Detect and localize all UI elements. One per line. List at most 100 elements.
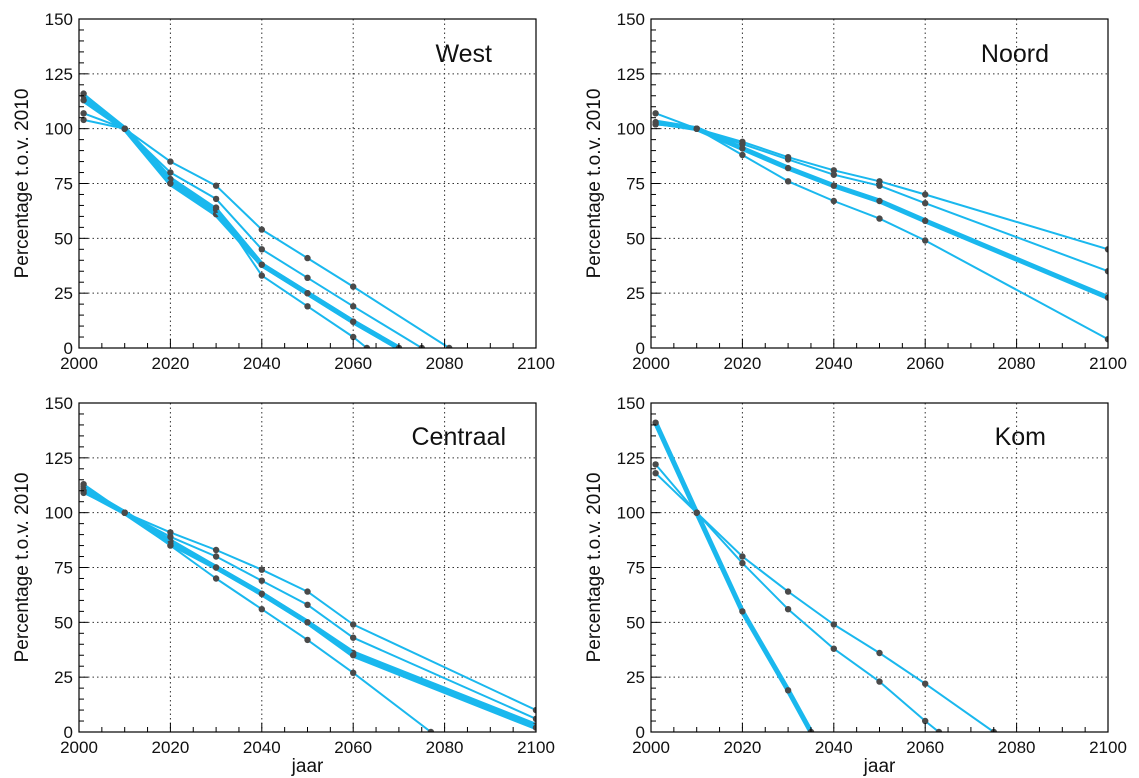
data-point [350, 621, 357, 628]
x-tick-label: 2100 [517, 738, 555, 757]
data-point [1104, 246, 1108, 253]
x-tick-label: 2020 [723, 738, 761, 757]
axes-frame [78, 18, 537, 349]
data-point [304, 254, 311, 262]
panel-title: West [436, 40, 493, 68]
data-point [784, 687, 792, 694]
data-point [304, 274, 311, 281]
series-line [82, 92, 368, 348]
data-point [350, 634, 357, 641]
y-tick-label: 50 [626, 613, 645, 632]
y-tick-label: 125 [45, 449, 73, 468]
series-line [654, 123, 1108, 273]
series-lines [652, 110, 1108, 343]
x-tick-label: 2060 [334, 354, 372, 373]
data-point [532, 724, 536, 731]
data-point [446, 344, 453, 348]
series-lines [80, 90, 453, 348]
panel-kom: 2000 2020 2040 2060 2080 2100 0 25 50 75 100 125 15… [584, 394, 1127, 777]
x-tick-label: 2080 [998, 354, 1036, 373]
x-tick-label: 2020 [151, 738, 189, 757]
data-point [304, 619, 311, 626]
series-line [654, 463, 940, 732]
data-point [922, 217, 929, 224]
data-point [304, 290, 311, 297]
data-point [258, 261, 265, 268]
y-tick-label: 75 [626, 559, 645, 578]
y-tick-label: 50 [54, 229, 73, 248]
data-point [258, 272, 265, 279]
y-tick-label: 50 [54, 613, 73, 632]
x-tick-label: 2060 [906, 354, 944, 373]
data-point [784, 164, 792, 172]
data-point [212, 553, 220, 560]
data-point [784, 178, 792, 185]
x-axis-title: jaar [863, 756, 896, 777]
data-point [830, 621, 837, 628]
data-point [830, 197, 837, 205]
x-tick-label: 2040 [243, 354, 281, 373]
data-point [532, 715, 536, 722]
y-tick-label: 150 [617, 394, 645, 413]
data-point [1104, 294, 1108, 301]
y-tick-label: 100 [45, 504, 73, 523]
data-point [167, 169, 174, 176]
data-point [830, 171, 837, 178]
data-point [121, 509, 128, 516]
x-tick-label: 2080 [426, 354, 464, 373]
y-tick-label: 75 [54, 175, 73, 194]
data-point [876, 178, 883, 185]
data-point [258, 606, 265, 613]
axes-frame [78, 402, 537, 733]
data-point [739, 140, 746, 148]
series-line [653, 420, 814, 732]
x-tick-label: 2060 [906, 738, 944, 757]
x-tick-label: 2100 [1089, 738, 1127, 757]
panel-centraal: 2000 2020 2040 2060 2080 2100 0 25 50 75 100 125 15… [12, 394, 555, 777]
series-line [653, 119, 1108, 301]
data-point [784, 606, 792, 613]
data-point [167, 533, 174, 540]
data-point [784, 156, 792, 163]
x-axis-title: jaar [291, 756, 324, 777]
data-point [1104, 336, 1108, 343]
y-tick-label: 150 [45, 10, 73, 29]
data-point [80, 110, 87, 117]
data-point [167, 158, 174, 165]
data-point [876, 678, 883, 685]
x-tick-label: 2040 [815, 738, 853, 757]
panel-title: Noord [981, 40, 1049, 68]
data-point [1104, 268, 1108, 275]
x-tick-labels: 2000 2020 2040 2060 2080 2100 [632, 354, 1127, 373]
series-line [82, 485, 536, 720]
data-point [350, 333, 357, 341]
data-point [258, 246, 265, 253]
y-tick-label: 0 [64, 723, 73, 742]
data-point [304, 303, 311, 310]
axes-frame [650, 402, 1109, 733]
data-point [739, 553, 746, 560]
x-tick-label: 2000 [632, 354, 670, 373]
panel-west: 2000 2020 2040 2060 2080 2100 0 25 50 75 100 125 15… [12, 10, 555, 373]
data-point [212, 575, 220, 582]
series-lines [652, 419, 997, 732]
y-tick-label: 0 [636, 339, 645, 358]
x-tick-label: 2040 [243, 738, 281, 757]
y-tick-label: 25 [626, 284, 645, 303]
data-point [80, 90, 87, 97]
y-tick-label: 75 [626, 175, 645, 194]
data-point [258, 226, 265, 233]
data-point [212, 195, 220, 203]
data-point [830, 182, 837, 189]
data-point [80, 489, 87, 497]
y-tick-label: 150 [617, 10, 645, 29]
data-point [922, 717, 929, 725]
y-tick-labels: 0 25 50 75 100 125 150 [45, 10, 73, 358]
x-tick-label: 2000 [60, 738, 98, 757]
data-point [830, 645, 837, 652]
data-point [876, 215, 883, 222]
x-tick-label: 2100 [1089, 354, 1127, 373]
data-point [350, 318, 357, 325]
x-tick-label: 2080 [426, 738, 464, 757]
